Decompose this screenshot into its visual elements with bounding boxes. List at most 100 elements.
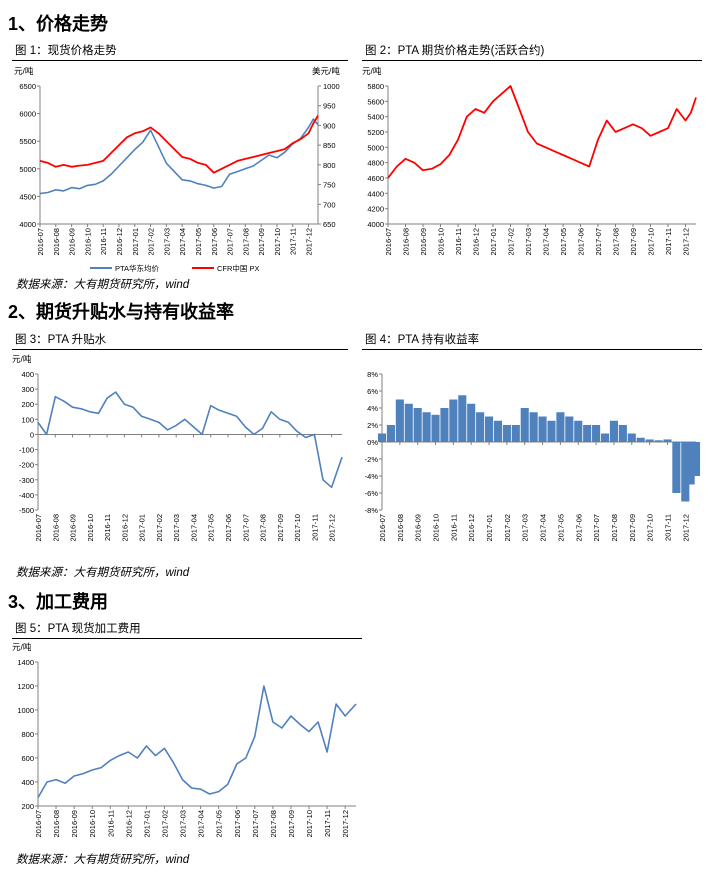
fig3-x-tick-label: 2017-02 xyxy=(155,514,164,542)
fig2-y-unit-left: 元/吨 xyxy=(362,66,382,76)
fig4-y-tick-label: -6% xyxy=(365,489,379,498)
fig5-x-tick-label: 2016-08 xyxy=(52,810,61,838)
fig4-bar xyxy=(449,399,458,442)
fig5-x-tick-label: 2017-12 xyxy=(341,810,350,838)
fig4-bar xyxy=(484,416,494,442)
section-heading-price-trend: 1、价格走势 xyxy=(8,14,109,34)
fig4-y-tick-label: 4% xyxy=(367,404,378,413)
fig4-bar xyxy=(422,412,431,442)
fig4-x-tick-label: 2017-12 xyxy=(681,514,690,542)
fig4-bar xyxy=(538,416,547,442)
fig2-x-tick-label: 2016-08 xyxy=(402,228,411,256)
fig4-x-tick-label: 2017-10 xyxy=(646,514,655,542)
fig1-x-tick-label: 2017-02 xyxy=(147,228,156,256)
fig3-x-tick-label: 2016-08 xyxy=(51,514,60,542)
fig1-x-tick-label: 2017-12 xyxy=(305,228,314,256)
fig4-chart: 8% 6% 4% 2% 0% -2% -4% -6% -8%2016-07 2016-08 2016… xyxy=(365,370,701,542)
fig4-y-tick-label: 2% xyxy=(367,421,378,430)
fig4-bar xyxy=(627,433,636,442)
fig4-bar xyxy=(691,442,701,476)
fig4-x-tick-label: 2016-08 xyxy=(396,514,405,542)
fig2-y-tick-label: 4800 xyxy=(367,159,384,168)
fig2-x-tick-label: 2016-10 xyxy=(437,228,446,256)
fig5-x-tick-label: 2017-06 xyxy=(233,810,242,838)
fig1-x-tick-label: 2017-08 xyxy=(241,228,250,256)
fig2-title: 图 2：PTA 期货价格走势(活跃合约) xyxy=(365,45,545,57)
fig3-y-tick-label: 0 xyxy=(30,430,34,439)
fig1-x-tick-label: 2016-11 xyxy=(99,228,108,255)
fig3-y-tick-label: -500 xyxy=(19,506,34,515)
fig4-bar xyxy=(476,412,485,442)
fig3-x-tick-label: 2016-09 xyxy=(69,514,78,542)
fig4-x-tick-label: 2017-05 xyxy=(556,514,565,542)
fig5-title-rule xyxy=(12,638,362,639)
fig4-y-tick-label: 0% xyxy=(367,438,378,447)
fig5-x-tick-label: 2017-09 xyxy=(287,810,296,838)
fig5-chart: 200 400 600 800 1000 1200 1400 2016-07 2016-08 20… xyxy=(12,642,357,838)
fig4-bar xyxy=(645,439,654,442)
fig1-series-line-0 xyxy=(39,118,319,195)
fig4-bar xyxy=(672,442,681,493)
fig2-y-tick-label: 5000 xyxy=(367,143,384,152)
fig2-title-rule xyxy=(362,60,702,61)
fig3-x-tick-label: 2017-01 xyxy=(138,514,147,542)
fig3-x-tick-label: 2017-10 xyxy=(293,514,302,542)
fig4-bar xyxy=(467,403,476,442)
fig2-x-tick-label: 2017-12 xyxy=(682,228,691,256)
fig2-x-tick-label: 2017-05 xyxy=(559,228,568,256)
fig3-x-tick-label: 2017-11 xyxy=(310,514,319,541)
fig3-y-tick-label: -400 xyxy=(19,491,34,500)
fig2-y-tick-label: 4000 xyxy=(367,220,384,229)
fig3-x-tick-label: 2017-09 xyxy=(276,514,285,542)
fig4-bar xyxy=(636,437,645,442)
fig1-x-tick-label: 2016-12 xyxy=(115,228,124,256)
fig1-x-tick-label: 2016-07 xyxy=(36,228,45,256)
fig2-chart: 4000 4200 4400 4600 4800 5000 5200 5400 5600 5800… xyxy=(362,66,697,256)
fig4-bar xyxy=(618,425,627,442)
fig3-y-tick-label: 200 xyxy=(21,400,34,409)
fig3-x-tick-label: 2017-03 xyxy=(172,514,181,542)
fig3-x-tick-label: 2017-12 xyxy=(328,514,337,542)
fig3-y-tick-label: 300 xyxy=(21,385,34,394)
fig4-title: 图 4：PTA 持有收益率 xyxy=(365,334,480,346)
fig1-x-tick-label: 2017-07 xyxy=(226,228,235,256)
fig1-x-tick-label: 2016-10 xyxy=(83,228,92,256)
fig4-bar xyxy=(609,420,618,442)
fig5-title: 图 5：PTA 现货加工费用 xyxy=(15,623,141,635)
source-note-1: 数据来源：大有期货研究所，wind xyxy=(16,279,190,291)
fig1-y-right-tick-label: 700 xyxy=(323,200,336,209)
fig3-title-rule xyxy=(12,349,348,350)
fig3-series-line-0 xyxy=(37,391,343,489)
fig4-x-tick-label: 2017-04 xyxy=(539,514,548,542)
fig5-x-tick-label: 2017-10 xyxy=(305,810,314,838)
fig2-y-tick-label: 5200 xyxy=(367,128,384,137)
fig1-x-tick-label: 2017-04 xyxy=(178,228,187,256)
fig3-y-tick-label: -300 xyxy=(19,476,34,485)
fig5-y-tick-label: 600 xyxy=(21,754,34,763)
fig5-x-tick-label: 2016-09 xyxy=(70,810,79,838)
fig2-y-tick-label: 5600 xyxy=(367,97,384,106)
fig4-x-tick-label: 2016-12 xyxy=(467,514,476,542)
fig4-y-tick-label: 8% xyxy=(367,370,378,379)
fig1-y-right-tick-label: 800 xyxy=(323,161,336,170)
fig4-x-tick-label: 2016-09 xyxy=(414,514,423,542)
fig2-y-tick-label: 5400 xyxy=(367,113,384,122)
fig4-bar xyxy=(583,425,592,442)
fig1-y-tick-label: 4000 xyxy=(19,220,36,229)
fig4-y-tick-label: -8% xyxy=(365,506,379,515)
fig2-x-tick-label: 2017-02 xyxy=(507,228,516,256)
fig3-x-tick-label: 2016-11 xyxy=(103,514,112,541)
fig3-x-tick-label: 2017-08 xyxy=(259,514,268,542)
fig1-x-tick-label: 2017-11 xyxy=(289,228,298,255)
fig2-x-tick-label: 2017-06 xyxy=(577,228,586,256)
fig3-x-tick-label: 2016-12 xyxy=(120,514,129,542)
fig1-y-right-tick-label: 900 xyxy=(323,121,336,130)
fig1-y-right-tick-label: 750 xyxy=(323,181,336,190)
fig1-y-tick-label: 5000 xyxy=(19,165,36,174)
fig3-y-tick-label: 100 xyxy=(21,415,34,424)
fig5-x-tick-label: 2017-04 xyxy=(197,810,206,838)
fig2-x-tick-label: 2017-11 xyxy=(664,228,673,255)
fig2-x-tick-label: 2017-08 xyxy=(612,228,621,256)
fig2-x-tick-label: 2017-10 xyxy=(647,228,656,256)
fig1-x-tick-label: 2017-09 xyxy=(257,228,266,256)
